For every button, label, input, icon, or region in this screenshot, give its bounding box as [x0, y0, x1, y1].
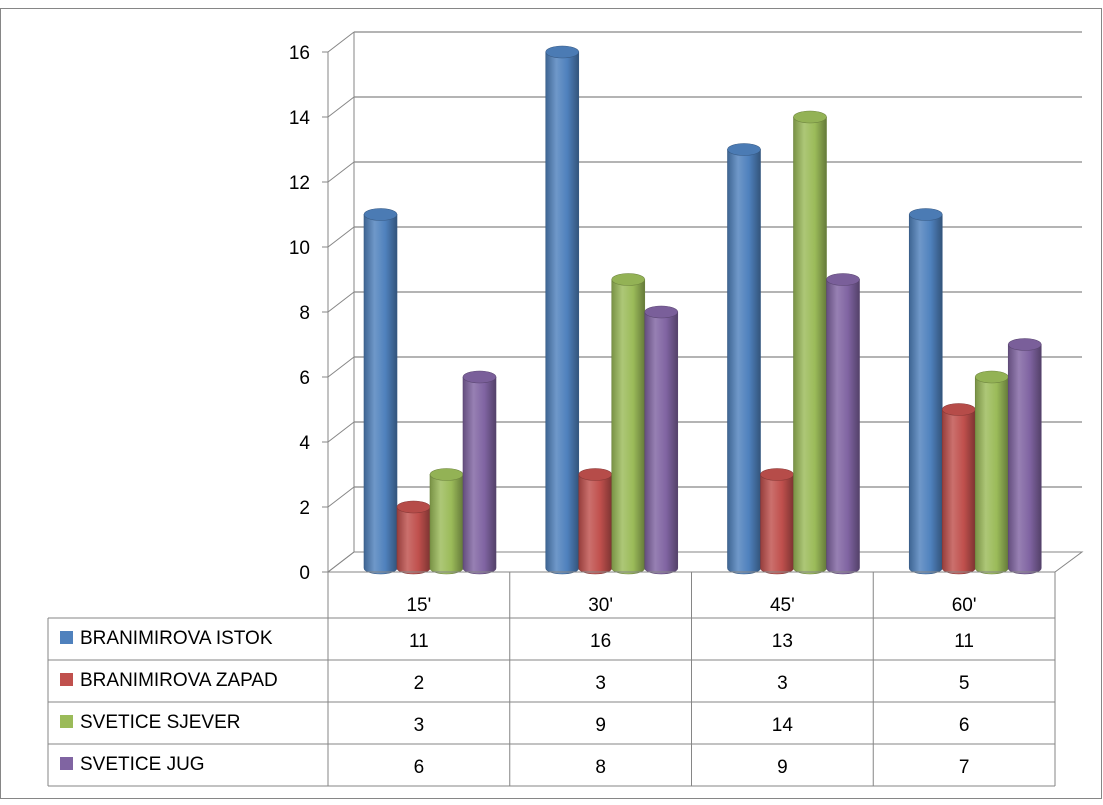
side-wall-tick	[327, 31, 355, 53]
bar-top	[644, 305, 679, 319]
bar-45-series-3	[793, 110, 827, 575]
bar-body	[611, 279, 646, 575]
bar-body	[644, 311, 679, 575]
side-wall-tick	[327, 96, 355, 118]
bar-45-series-1	[727, 143, 761, 575]
category-label: 60'	[952, 595, 977, 616]
bar-top	[545, 45, 580, 59]
bar-top	[1007, 338, 1042, 351]
legend-key	[60, 631, 73, 644]
data-label: 2	[414, 673, 425, 694]
bar-body	[826, 279, 860, 575]
data-label: 9	[595, 715, 606, 736]
category-label: 30'	[588, 595, 613, 616]
bar-top	[578, 468, 613, 481]
bar-top	[727, 143, 761, 156]
bars	[363, 45, 1042, 575]
bar-top	[974, 370, 1009, 384]
bar-60-series-1	[908, 208, 943, 575]
bar-body	[462, 376, 497, 575]
bar-15-series-1	[363, 208, 398, 575]
bar-top	[793, 110, 827, 124]
legend-key	[60, 715, 73, 728]
y-tick-label: 4	[299, 433, 310, 454]
data-label: 11	[409, 631, 429, 652]
data-table: 15' 30' 45' 60' BRANIMIROVA ISTOK 11 16 13 11 BRA…	[47, 571, 1056, 787]
data-label: 16	[590, 631, 611, 652]
bar-body	[793, 116, 827, 575]
y-tick-label: 8	[299, 303, 310, 324]
data-label: 3	[777, 673, 788, 694]
bar-body	[363, 214, 398, 575]
bar-body	[941, 409, 976, 575]
data-label: 8	[595, 757, 606, 778]
bar-body	[1007, 344, 1042, 575]
side-wall-tick	[327, 421, 355, 443]
side-wall-tick	[327, 291, 355, 313]
category-label: 15'	[406, 595, 431, 616]
side-wall-tick	[327, 356, 355, 378]
data-label: 3	[595, 673, 606, 694]
series-name: BRANIMIROVA ISTOK	[80, 628, 273, 649]
series-name: BRANIMIROVA ZAPAD	[80, 670, 278, 691]
data-label: 6	[959, 715, 970, 736]
data-label: 13	[772, 631, 793, 652]
bar-body	[396, 506, 431, 575]
bar-body	[578, 474, 613, 575]
series-name: SVETICE SJEVER	[80, 712, 241, 733]
side-wall-tick	[327, 486, 355, 508]
bar-top	[908, 208, 943, 221]
bar-60-series-4	[1007, 338, 1042, 575]
bar-body	[429, 474, 464, 575]
bar-body	[974, 376, 1009, 575]
bar-top	[396, 500, 431, 514]
bar-15-series-2	[396, 500, 431, 575]
y-tick-label: 0	[299, 563, 310, 584]
y-tick-label: 16	[289, 43, 310, 64]
bar-top	[826, 273, 860, 286]
bar-top	[462, 370, 497, 384]
series-name: SVETICE JUG	[80, 754, 205, 775]
side-wall-tick	[327, 551, 355, 573]
category-label: 45'	[770, 595, 795, 616]
bar-body	[760, 474, 794, 575]
bar-60-series-3	[974, 370, 1009, 575]
bar-60-series-2	[941, 403, 976, 575]
bar-30-series-1	[545, 45, 580, 575]
legend-key	[60, 673, 73, 686]
bar-body	[727, 149, 761, 575]
bar-15-series-3	[429, 468, 464, 575]
y-tick-label: 10	[289, 238, 310, 259]
bar-45-series-4	[826, 273, 860, 575]
bar-top	[611, 273, 646, 286]
legend-key	[60, 757, 73, 770]
y-tick-label: 6	[299, 368, 310, 389]
data-label: 11	[954, 631, 974, 652]
bar-top	[760, 468, 794, 481]
bar-15-series-4	[462, 370, 497, 575]
bar-30-series-3	[611, 273, 646, 575]
y-tick-label: 14	[289, 108, 311, 129]
data-label: 3	[414, 715, 425, 736]
data-label: 14	[772, 715, 794, 736]
bar-top	[429, 468, 464, 481]
bar-top	[363, 208, 398, 221]
data-label: 9	[777, 757, 788, 778]
data-label: 5	[959, 673, 970, 694]
bar-top	[941, 403, 976, 416]
bar-body	[908, 214, 943, 575]
bar-30-series-4	[644, 305, 679, 575]
y-tick-label: 2	[299, 498, 310, 519]
y-axis-tick-labels: 0 2 4 6 8 10 12 14 16	[289, 43, 311, 584]
data-label: 6	[414, 757, 425, 778]
bar-30-series-2	[578, 468, 613, 575]
bar-45-series-2	[760, 468, 794, 575]
y-tick-label: 12	[289, 173, 310, 194]
data-label: 7	[959, 757, 970, 778]
bar-body	[545, 51, 580, 575]
side-wall-tick	[327, 161, 355, 183]
side-wall-tick	[327, 226, 355, 248]
